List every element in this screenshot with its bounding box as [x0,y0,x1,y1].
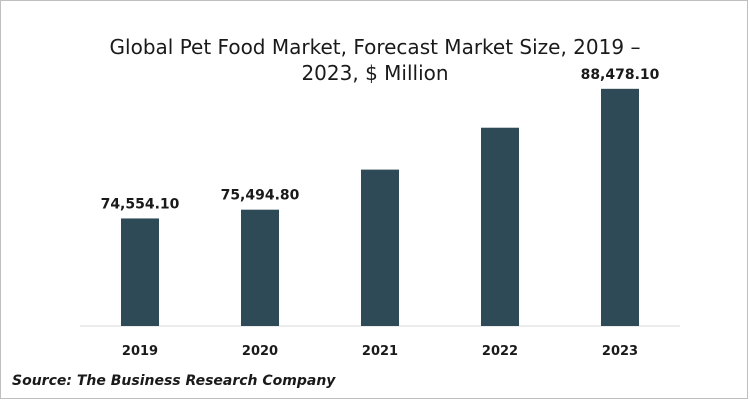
bar-2022 [481,127,519,326]
bar-2023 [601,88,639,326]
x-tick-label-2021: 2021 [362,344,398,359]
data-label-2019: 74,554.10 [101,196,180,212]
bar-2020 [241,209,279,326]
data-labels-layer: 74,554.10 75,494.80 88,478.10 [101,67,660,213]
source-note: Source: The Business Research Company [12,373,336,389]
bars-layer [121,88,639,326]
chart-title: Global Pet Food Market, Forecast Market … [109,35,641,85]
x-tick-label-2020: 2020 [242,344,278,359]
x-tick-label-2022: 2022 [482,344,518,359]
data-label-2023: 88,478.10 [581,67,660,83]
data-label-2020: 75,494.80 [221,188,300,204]
x-tick-labels-layer: 2019 2020 2021 2022 2023 [122,344,638,359]
x-tick-label-2023: 2023 [602,344,638,359]
bar-2019 [121,218,159,326]
bar-2021 [361,169,399,326]
x-tick-label-2019: 2019 [122,344,158,359]
